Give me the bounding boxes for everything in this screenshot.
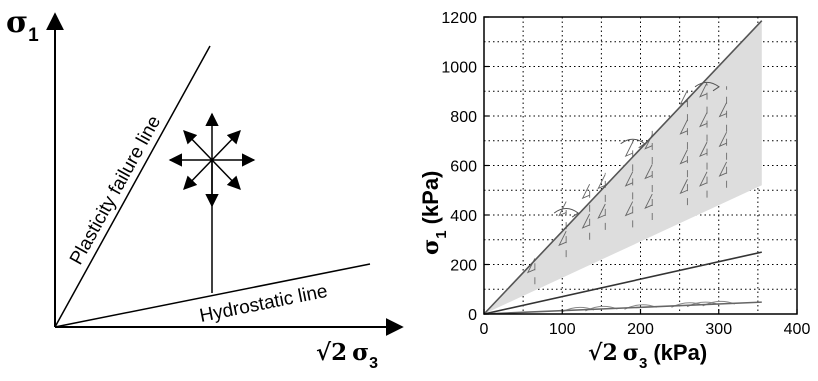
right-y-axis-label: σ1 (kPa) [418, 171, 450, 255]
stress-path-loop [558, 201, 567, 217]
stress-path-loop [718, 161, 727, 177]
y-tick-label: 1000 [441, 60, 477, 77]
stress-path-loop [718, 132, 727, 148]
left-y-axis-label: σ1 [6, 5, 39, 46]
load-arrow-up-left [183, 130, 213, 161]
stress-path-loop [581, 183, 591, 200]
axis-ticks: 0 100 200 300 400 0 200 400 600 800 1000 1200 [441, 10, 810, 338]
load-arrow-up-right [211, 130, 241, 161]
right-y-axis-symbol: σ [418, 239, 444, 255]
plasticity-failure-line [54, 45, 211, 328]
left-y-axis-subscript: 1 [28, 25, 39, 46]
hydrostatic-line-label: Hydrostatic line [198, 281, 329, 327]
x-tick-label: 100 [549, 321, 576, 338]
concept-diagram: σ1 √2 σ3 Plasticity failure line Hydrosta… [6, 5, 404, 372]
stress-path-loop [679, 149, 688, 165]
right-x-axis-label: √2 σ3 (kPa) [588, 340, 707, 372]
x-tick-label: 300 [705, 321, 732, 338]
right-x-axis-subscript: 3 [639, 355, 647, 372]
right-x-axis-symbol: σ [623, 340, 639, 366]
x-tick-label: 400 [784, 321, 811, 338]
plasticity-failure-line-label: Plasticity failure line [66, 112, 165, 268]
stress-path-loop [679, 179, 688, 195]
left-y-axis-symbol: σ [6, 5, 28, 40]
stress-path-loop [699, 82, 708, 98]
stress-path-loop [581, 213, 591, 229]
right-x-axis-units: (kPa) [653, 340, 707, 365]
y-tick-label: 1200 [441, 10, 477, 27]
stress-path-loop [597, 203, 606, 219]
stress-path-loop [679, 119, 688, 135]
load-direction-star [168, 112, 256, 208]
series-line [483, 251, 762, 315]
y-tick-label: 400 [450, 208, 477, 225]
y-tick-label: 200 [450, 258, 477, 275]
stress-path-loop [699, 141, 708, 158]
stress-path-loop [624, 141, 634, 158]
stress-path-loop [699, 112, 708, 128]
stress-path-loop [624, 201, 634, 217]
left-x-axis-label: √2 σ3 [316, 339, 378, 372]
x-tick-label: 0 [480, 321, 489, 338]
stress-path-loop [597, 174, 606, 190]
x-tick-label: 200 [627, 321, 654, 338]
stress-path-cycle [553, 208, 580, 218]
y-tick-label: 0 [468, 307, 477, 324]
right-y-axis-subscript: 1 [433, 230, 450, 238]
series-lines [483, 20, 763, 315]
stress-path-loop [699, 171, 708, 187]
stress-path-cycle [694, 81, 720, 92]
load-arrow-down-left [183, 159, 213, 190]
stress-path-loop [718, 102, 727, 118]
stress-path-loop [558, 231, 567, 247]
load-arrow-down-right [211, 159, 241, 190]
stress-path-loop [644, 164, 653, 180]
left-x-axis-prefix: √2 [316, 339, 347, 366]
y-tick-label: 800 [450, 109, 477, 126]
left-x-axis-symbol: σ [352, 339, 369, 366]
hydrostatic-line [54, 263, 371, 328]
stress-path-loop [624, 171, 634, 187]
right-x-axis-prefix: √2 [588, 340, 618, 366]
series-line [483, 20, 763, 315]
right-y-axis-units: (kPa) [418, 171, 443, 225]
left-x-axis-subscript: 3 [369, 355, 378, 372]
series-line [483, 301, 762, 315]
stress-path-loop [644, 193, 653, 209]
y-tick-label: 600 [450, 159, 477, 176]
